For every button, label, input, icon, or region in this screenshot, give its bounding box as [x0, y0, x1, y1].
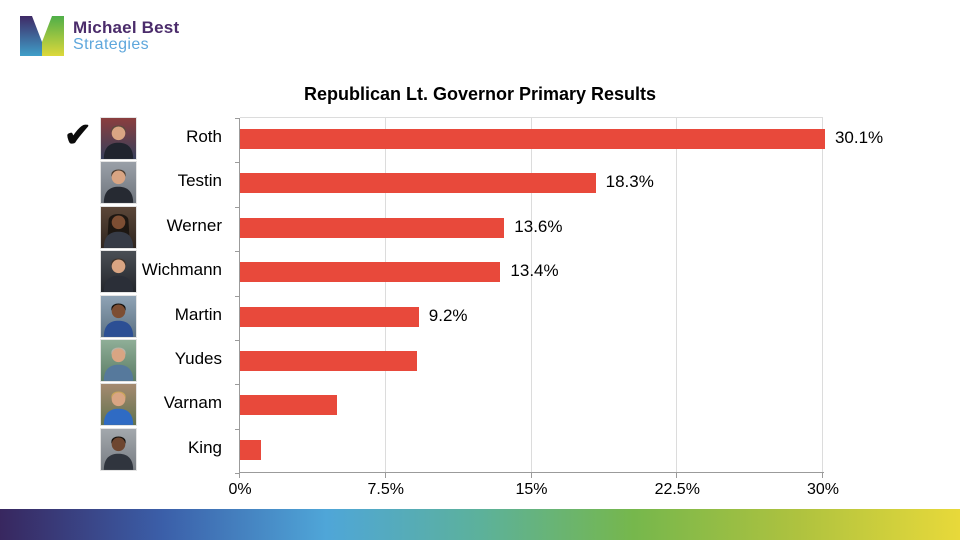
logo: Michael Best Strategies [20, 16, 179, 56]
bar-value-label: 9.2% [428, 305, 468, 325]
plot-area [235, 117, 824, 478]
y-axis-line [239, 118, 240, 472]
person-silhouette-icon [103, 347, 134, 381]
y-axis-tick [235, 118, 239, 119]
result-bar [240, 262, 501, 283]
y-axis-tick [235, 207, 239, 208]
candidate-photo [100, 294, 137, 338]
candidate-row-testin: Testin 18.3% [62, 161, 958, 205]
candidate-name: King [187, 437, 222, 457]
y-axis-tick [235, 162, 239, 163]
candidate-row-yudes: Yudes [62, 338, 958, 383]
result-bar [240, 439, 262, 460]
bar-value-label: 18.3% [605, 172, 654, 192]
person-silhouette-icon [103, 169, 134, 204]
candidate-photo [100, 161, 137, 205]
x-axis-tick-label: 22.5% [654, 481, 700, 498]
result-bar [240, 129, 825, 149]
person-silhouette-icon [103, 125, 134, 159]
candidate-row-martin: Martin 9.2% [62, 294, 958, 339]
candidate-row-varnam: Varnam [62, 383, 958, 427]
result-bar [240, 306, 419, 327]
candidate-photo [100, 205, 137, 249]
chart-title: Republican Lt. Governor Primary Results [303, 84, 657, 104]
person-silhouette-icon [103, 258, 134, 292]
x-axis-tick [384, 473, 386, 478]
y-axis-tick [235, 251, 239, 252]
logo-line2: Strategies [73, 35, 150, 53]
y-axis-tick [235, 296, 239, 297]
candidate-row-werner: Werner 13.6% [62, 205, 958, 250]
candidate-row-wichmann: Wichmann 13.4% [62, 250, 958, 294]
x-axis-line [239, 472, 824, 473]
x-axis-tick-label: 0% [228, 481, 252, 498]
result-bar [240, 173, 596, 194]
logo-line1: Michael Best [73, 17, 180, 37]
bar-value-label: 13.4% [510, 261, 559, 281]
gridline [822, 118, 823, 472]
bar-value-label: 13.6% [514, 216, 563, 236]
person-silhouette-icon [103, 302, 134, 337]
gridline [530, 118, 532, 472]
candidate-name: Wichmann [141, 260, 222, 280]
logo-text: Michael Best Strategies [73, 17, 180, 54]
y-axis-tick [235, 429, 239, 430]
x-axis-tick [676, 473, 678, 478]
bar-value-label: 30.1% [834, 128, 884, 147]
y-axis-tick [235, 384, 239, 385]
candidate-row-roth: ✔ Roth 30.1% [62, 117, 958, 161]
x-axis-labels: 0% 7.5% 15% 22.5% 30% [228, 481, 839, 501]
person-silhouette-icon [103, 213, 134, 248]
person-silhouette-icon [103, 436, 134, 470]
bar-rows: ✔ Roth 30.1% Testin 18.3% Werner 13.6% Wichmann… [62, 117, 958, 472]
candidate-photo [100, 427, 137, 471]
x-axis-tick [822, 473, 823, 478]
candidate-photo [100, 117, 137, 160]
candidate-name: Martin [174, 304, 222, 324]
x-axis-tick [239, 473, 240, 478]
x-axis-tick-label: 7.5% [367, 481, 404, 498]
gridline [384, 118, 386, 472]
candidate-name: Yudes [174, 348, 222, 368]
result-bar [240, 350, 417, 371]
candidate-name: Werner [166, 215, 222, 235]
candidate-name: Roth [186, 127, 222, 146]
candidate-row-king: King [62, 427, 958, 472]
candidate-photo [100, 250, 137, 294]
result-bar [240, 217, 505, 238]
result-bar [240, 395, 338, 416]
y-axis-tick [235, 473, 239, 474]
x-axis-tick-label: 15% [515, 481, 548, 498]
y-axis-tick [235, 340, 239, 341]
candidate-name: Testin [177, 171, 222, 191]
footer-gradient-bar [0, 509, 960, 540]
x-axis-tick-label: 30% [806, 481, 840, 498]
candidate-name: Varnam [163, 393, 222, 413]
winner-check-icon: ✔ [64, 116, 92, 153]
person-silhouette-icon [103, 391, 134, 426]
x-axis-tick [530, 473, 532, 478]
gridline [676, 118, 678, 472]
logo-m-mark-icon [20, 16, 64, 56]
candidate-photo [100, 383, 137, 427]
candidate-photo [100, 338, 137, 382]
